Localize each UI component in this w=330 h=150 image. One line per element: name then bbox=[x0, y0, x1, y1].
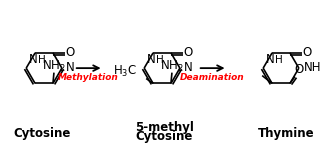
Text: H: H bbox=[38, 55, 46, 65]
Text: N: N bbox=[29, 53, 38, 66]
Text: O: O bbox=[183, 46, 192, 59]
Text: H$_3$C: H$_3$C bbox=[113, 64, 137, 79]
Text: O: O bbox=[294, 63, 304, 76]
Text: N: N bbox=[147, 53, 155, 66]
Text: NH$_2$: NH$_2$ bbox=[42, 59, 66, 74]
Text: Cytosine: Cytosine bbox=[135, 130, 193, 143]
Text: NH: NH bbox=[304, 61, 321, 74]
Text: N: N bbox=[184, 61, 193, 74]
Text: Methylation: Methylation bbox=[58, 74, 119, 82]
Text: O: O bbox=[65, 46, 75, 59]
Text: O: O bbox=[302, 46, 312, 59]
Text: N: N bbox=[266, 53, 275, 66]
Text: H: H bbox=[156, 55, 164, 65]
Text: Cytosine: Cytosine bbox=[13, 127, 71, 140]
Text: 5-methyl: 5-methyl bbox=[135, 120, 193, 134]
Text: NH$_2$: NH$_2$ bbox=[160, 59, 184, 74]
Text: N: N bbox=[66, 61, 75, 74]
Text: Deamination: Deamination bbox=[180, 74, 245, 82]
Text: H: H bbox=[275, 55, 283, 65]
Text: Thymine: Thymine bbox=[258, 127, 314, 140]
